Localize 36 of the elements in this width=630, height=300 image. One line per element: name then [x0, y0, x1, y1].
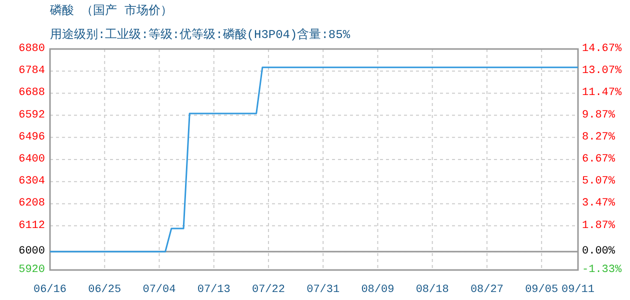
x-tick-label: 08/18: [416, 284, 449, 296]
y-tick-label: 5920: [18, 264, 45, 276]
x-tick-label: 06/16: [33, 284, 67, 296]
x-tick-label: 09/11: [561, 284, 595, 296]
x-tick-label: 07/31: [306, 284, 340, 296]
y2-tick-label: 1.87%: [582, 220, 616, 232]
x-tick-label: 06/25: [88, 284, 122, 296]
y-tick-label: 6496: [18, 131, 45, 144]
y2-tick-label: 0.00%: [582, 246, 616, 258]
y2-tick-label: 13.07%: [582, 65, 622, 78]
y2-tick-label: 14.67%: [582, 43, 622, 55]
y-tick-label: 6000: [18, 246, 45, 258]
y2-tick-label: 8.27%: [582, 131, 616, 144]
y-tick-label: 6112: [18, 220, 45, 232]
y2-tick-label: 9.87%: [582, 109, 616, 122]
y2-tick-label: 3.47%: [582, 198, 616, 210]
chart-subtitle: 用途级别:工业级:等级:优等级:磷酸(H3P04)含量:85%: [50, 28, 351, 42]
y2-tick-label: 11.47%: [582, 87, 622, 100]
x-tick-label: 07/13: [197, 284, 230, 296]
x-tick-label: 08/09: [361, 284, 394, 296]
x-tick-label: 07/04: [142, 284, 176, 296]
y-tick-label: 6784: [18, 65, 46, 78]
x-tick-label: 08/27: [470, 284, 504, 296]
x-tick-label: 07/22: [252, 284, 285, 296]
y-tick-label: 6880: [18, 43, 45, 55]
y-tick-label: 6592: [18, 109, 45, 122]
y2-tick-label: 5.07%: [582, 176, 616, 188]
y2-tick-label: -1.33%: [582, 264, 622, 276]
line-series: [49, 66, 579, 252]
chart-title: 磷酸 （国产 市场价）: [49, 3, 172, 18]
y-tick-label: 6400: [18, 154, 45, 166]
x-tick-label: 09/05: [525, 284, 558, 296]
y-tick-label: 6208: [18, 198, 45, 210]
y2-tick-label: 6.67%: [582, 154, 616, 166]
y-tick-label: 6688: [18, 87, 45, 100]
y-tick-label: 6304: [18, 176, 46, 188]
